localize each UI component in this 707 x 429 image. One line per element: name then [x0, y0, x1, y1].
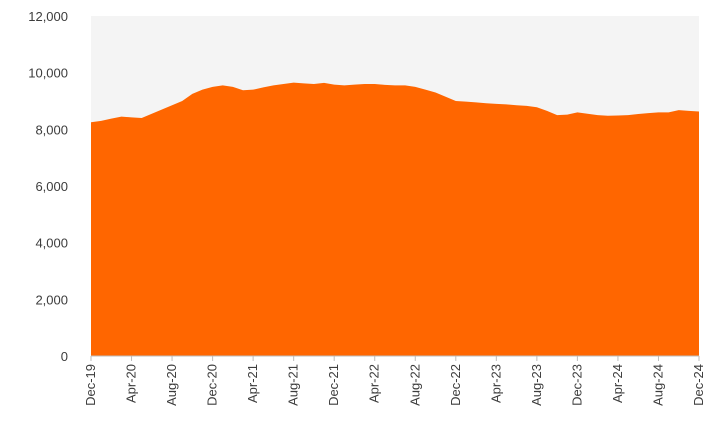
x-axis-tick-labels: Dec-19 Apr-20 Aug-20 Dec-20 Apr-21 Aug-21 Dec-… — [83, 356, 706, 406]
x-tick-label: Aug-21 — [286, 364, 301, 406]
y-tick-label: 8,000 — [35, 122, 68, 137]
x-tick-label: Dec-20 — [205, 364, 220, 406]
x-tick-label: Dec-23 — [569, 364, 584, 406]
y-tick-label: 12,000 — [28, 9, 68, 24]
y-tick-label: 0 — [61, 349, 68, 364]
y-tick-label: 6,000 — [35, 179, 68, 194]
x-tick-label: Aug-23 — [529, 364, 544, 406]
x-tick-label: Apr-21 — [245, 364, 260, 403]
x-tick-label: Dec-19 — [83, 364, 98, 406]
x-tick-label: Aug-24 — [650, 364, 665, 406]
x-tick-label: Dec-21 — [326, 364, 341, 406]
y-tick-label: 2,000 — [35, 292, 68, 307]
x-tick-label: Apr-20 — [124, 364, 139, 403]
x-tick-label: Aug-20 — [164, 364, 179, 406]
y-tick-label: 4,000 — [35, 236, 68, 251]
x-tick-label: Dec-22 — [448, 364, 463, 406]
y-tick-label: 10,000 — [28, 66, 68, 81]
x-tick-label: Apr-22 — [367, 364, 382, 403]
x-tick-label: Dec-24 — [691, 364, 706, 406]
x-tick-label: Aug-22 — [407, 364, 422, 406]
area-series — [91, 82, 699, 356]
y-axis-tick-labels: 0 2,000 4,000 6,000 8,000 10,000 12,000 — [28, 9, 68, 364]
area-series-layer — [91, 82, 699, 356]
x-tick-label: Apr-23 — [488, 364, 503, 403]
x-tick-label: Apr-24 — [610, 364, 625, 403]
